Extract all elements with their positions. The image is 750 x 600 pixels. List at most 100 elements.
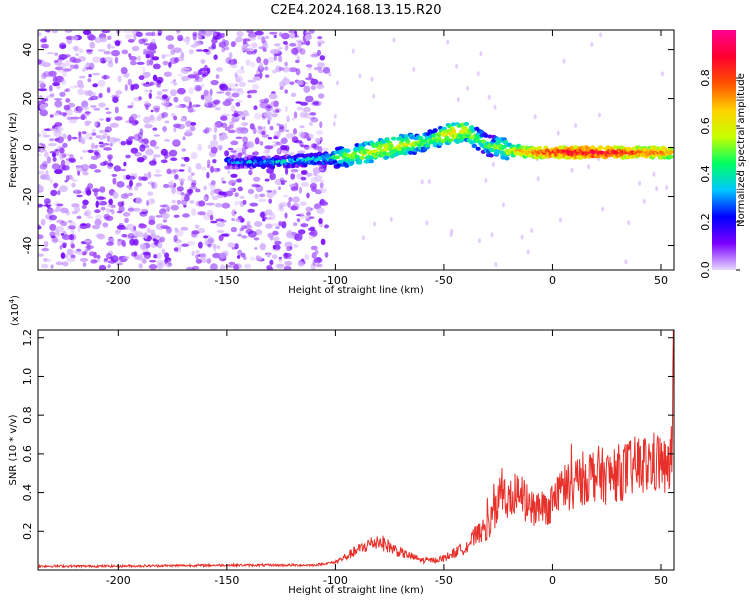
noise-cell xyxy=(313,173,318,176)
noise-cell xyxy=(66,248,73,256)
noise-cell xyxy=(117,75,122,83)
noise-cell xyxy=(68,86,76,89)
noise-cell xyxy=(163,183,170,189)
noise-cell xyxy=(285,133,295,139)
noise-cell xyxy=(225,91,231,96)
noise-cell xyxy=(228,59,238,66)
noise-cell xyxy=(38,153,42,157)
noise-cell xyxy=(38,88,48,92)
noise-cell xyxy=(278,186,281,191)
noise-cell xyxy=(559,217,562,223)
noise-cell xyxy=(91,132,97,136)
noise-cell xyxy=(242,199,247,205)
noise-cell xyxy=(320,201,329,206)
noise-cell xyxy=(175,229,184,237)
noise-cell xyxy=(161,94,168,99)
noise-cell xyxy=(227,242,235,248)
noise-cell xyxy=(114,116,123,121)
spectrogram-cells xyxy=(38,30,674,270)
noise-cell xyxy=(189,186,198,190)
noise-cell xyxy=(41,247,50,252)
noise-cell xyxy=(254,30,264,36)
noise-cell xyxy=(324,252,329,258)
noise-cell xyxy=(150,229,156,237)
noise-cell xyxy=(131,45,140,52)
noise-cell xyxy=(319,136,323,143)
noise-cell xyxy=(148,117,157,123)
noise-cell xyxy=(149,139,157,147)
noise-cell xyxy=(130,228,136,233)
noise-cell xyxy=(306,136,315,139)
noise-cell xyxy=(286,246,292,252)
noise-cell xyxy=(170,157,178,161)
noise-cell xyxy=(59,185,68,193)
noise-cell xyxy=(224,46,230,51)
noise-cell xyxy=(176,123,185,130)
noise-cell xyxy=(212,134,217,141)
noise-cell xyxy=(316,207,325,214)
noise-cell xyxy=(163,152,169,160)
noise-cell xyxy=(234,192,239,197)
noise-cell xyxy=(225,265,234,268)
noise-cell xyxy=(137,55,141,62)
noise-cell xyxy=(107,43,112,50)
noise-cell xyxy=(305,77,314,81)
noise-cell xyxy=(218,234,224,242)
ridge-cell xyxy=(432,128,438,133)
noise-cell xyxy=(135,182,142,187)
noise-cell xyxy=(170,204,179,211)
noise-cell xyxy=(264,66,269,71)
spectrogram-x-tick-label: -200 xyxy=(106,274,131,287)
noise-cell xyxy=(94,37,102,44)
noise-cell xyxy=(456,97,460,103)
noise-cell xyxy=(170,81,177,84)
noise-cell xyxy=(224,190,234,197)
noise-cell xyxy=(317,61,325,69)
noise-cell xyxy=(100,206,106,211)
noise-cell xyxy=(96,254,101,259)
noise-cell xyxy=(60,252,66,259)
noise-cell xyxy=(145,148,154,156)
noise-cell xyxy=(251,83,260,90)
noise-cell xyxy=(83,90,91,96)
noise-cell xyxy=(153,146,160,150)
noise-cell xyxy=(280,145,287,151)
noise-cell xyxy=(62,70,67,77)
noise-cell xyxy=(85,189,92,196)
noise-cell xyxy=(190,152,198,160)
noise-cell xyxy=(487,94,491,100)
noise-cell xyxy=(279,86,284,91)
noise-cell xyxy=(128,116,135,124)
noise-cell xyxy=(207,144,213,149)
noise-cell xyxy=(322,147,329,151)
noise-cell xyxy=(173,57,179,64)
noise-cell xyxy=(159,204,168,208)
noise-cell xyxy=(116,210,123,214)
noise-cell xyxy=(237,234,242,237)
noise-cell xyxy=(638,180,642,186)
noise-cell xyxy=(278,126,285,133)
noise-cell xyxy=(112,191,119,199)
noise-cell xyxy=(599,32,603,38)
noise-cell xyxy=(261,36,266,44)
noise-cell xyxy=(86,215,94,219)
noise-cell xyxy=(238,99,243,103)
ridge-cell xyxy=(487,134,493,139)
noise-cell xyxy=(212,159,217,164)
noise-cell xyxy=(230,140,239,146)
noise-cell xyxy=(163,54,171,57)
noise-cell xyxy=(276,123,281,126)
noise-cell xyxy=(56,136,64,144)
noise-cell xyxy=(234,72,238,78)
noise-cell xyxy=(520,234,524,240)
noise-cell xyxy=(392,37,396,43)
noise-cell xyxy=(59,91,66,97)
noise-cell xyxy=(195,254,199,260)
noise-cell xyxy=(54,126,61,134)
noise-cell xyxy=(247,47,254,51)
noise-cell xyxy=(455,63,459,69)
noise-cell xyxy=(270,223,280,226)
noise-cell xyxy=(73,45,79,52)
noise-cell xyxy=(191,230,200,235)
noise-cell xyxy=(111,173,118,177)
